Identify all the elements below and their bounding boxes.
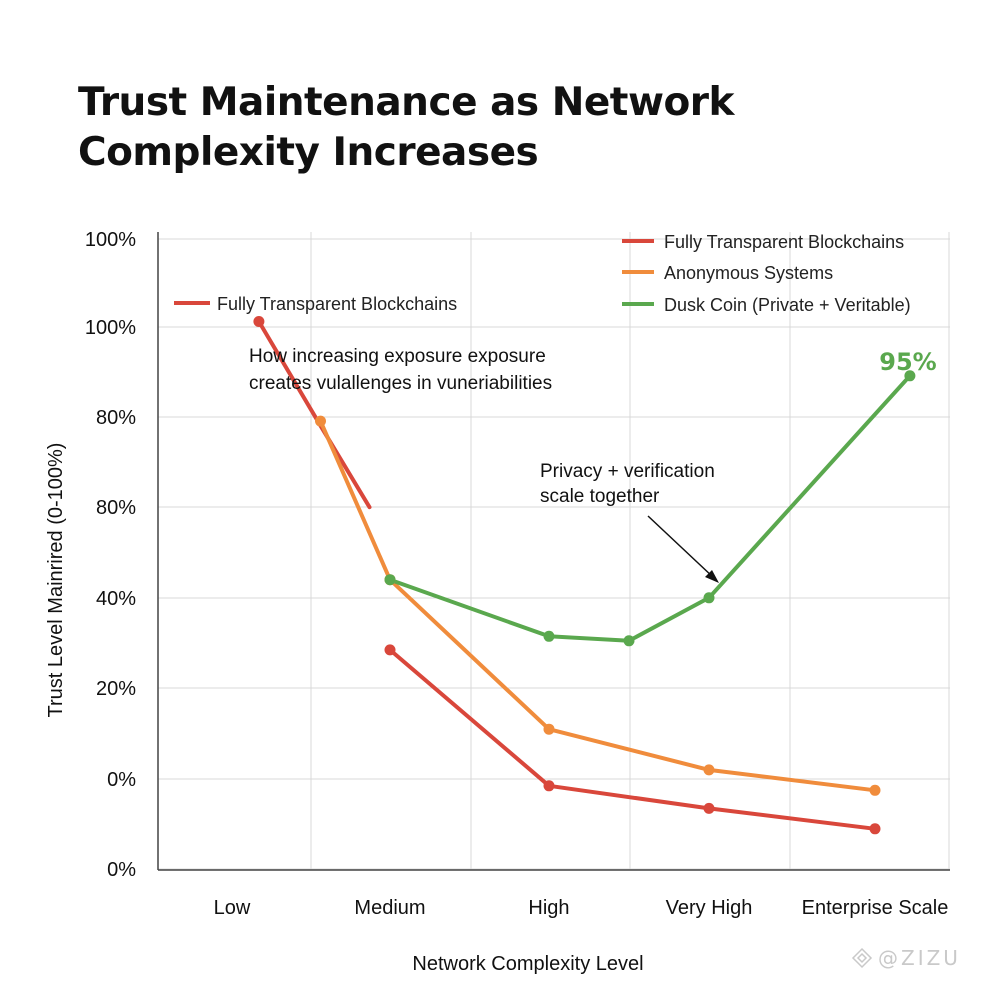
series-point-1-0-2 xyxy=(543,723,555,735)
annotation-privacy: Privacy + verification scale together xyxy=(540,461,719,583)
annotation-exposure-line-1: How increasing exposure exposure xyxy=(249,346,546,367)
y-tick-label-2: 80% xyxy=(96,407,136,429)
x-tick-label-0: Low xyxy=(214,897,251,919)
x-tick-label-2: High xyxy=(528,897,569,919)
annotation-privacy-arrowhead xyxy=(705,570,719,583)
y-tick-labels: 100% 100% 80% 80% 40% 20% 0% 0% xyxy=(85,229,136,881)
series-point-0-1-3 xyxy=(869,823,881,835)
inline-label-text: Fully Transparent Blockchains xyxy=(217,294,457,314)
y-tick-label-4: 40% xyxy=(96,588,136,610)
legend-label-anonymous: Anonymous Systems xyxy=(664,263,833,283)
series-point-2-0-4 xyxy=(904,370,916,382)
chart-title: Trust Maintenance as Network Complexity … xyxy=(78,80,734,175)
annotation-exposure: How increasing exposure exposure creates… xyxy=(249,346,552,394)
x-tick-label-1: Medium xyxy=(354,897,425,919)
series-point-1-0-0 xyxy=(315,415,326,427)
watermark: @ZIZU xyxy=(851,946,961,970)
inline-series-label: Fully Transparent Blockchains xyxy=(174,294,457,314)
series-point-0-0-0 xyxy=(253,316,265,327)
series-lines xyxy=(256,319,912,831)
series-point-1-0-3 xyxy=(703,764,715,776)
legend-label-dusk: Dusk Coin (Private + Veritable) xyxy=(664,295,911,315)
series-point-2-0-2 xyxy=(623,635,635,647)
y-tick-label-3: 80% xyxy=(96,497,136,519)
series-point-2-0-1 xyxy=(543,630,555,642)
axes xyxy=(157,232,950,871)
grid-lines xyxy=(158,232,950,870)
watermark-text: @ZIZU xyxy=(878,946,961,970)
series-markers xyxy=(253,316,916,835)
y-tick-label-1: 100% xyxy=(85,317,136,339)
series-line-2-segment-0 xyxy=(388,373,912,643)
y-tick-label-0: 100% xyxy=(85,229,136,251)
annotation-privacy-arrow xyxy=(647,515,715,579)
diamond-logo-icon xyxy=(851,947,873,969)
x-tick-labels: Low Medium High Very High Enterprise Scale xyxy=(214,897,949,919)
x-tick-label-4: Enterprise Scale xyxy=(802,897,949,919)
y-axis-title: Trust Level Mainrired (0-100%) xyxy=(45,443,67,718)
x-tick-label-3: Very High xyxy=(666,897,753,919)
series-point-1-0-4 xyxy=(869,784,881,796)
series-line-0-segment-1 xyxy=(388,647,877,831)
series-point-0-1-2 xyxy=(703,802,715,814)
series-point-2-0-3 xyxy=(703,592,715,604)
annotation-privacy-line-2: scale together xyxy=(540,486,660,507)
annotation-exposure-line-2: creates vulallenges in vuneriabilities xyxy=(249,373,552,394)
y-tick-label-6: 0% xyxy=(107,769,136,791)
peak-value-label: 95% xyxy=(879,348,936,376)
x-axis-title: Network Complexity Level xyxy=(412,953,643,975)
legend: Fully Transparent Blockchains Anonymous … xyxy=(622,232,911,315)
y-tick-label-5: 20% xyxy=(96,678,136,700)
annotation-privacy-line-1: Privacy + verification xyxy=(540,461,715,482)
series-point-0-1-0 xyxy=(384,644,396,656)
series-point-0-1-1 xyxy=(543,780,555,792)
series-point-2-0-0 xyxy=(384,574,396,586)
y-tick-label-7: 0% xyxy=(107,859,136,881)
legend-label-transparent: Fully Transparent Blockchains xyxy=(664,232,904,252)
